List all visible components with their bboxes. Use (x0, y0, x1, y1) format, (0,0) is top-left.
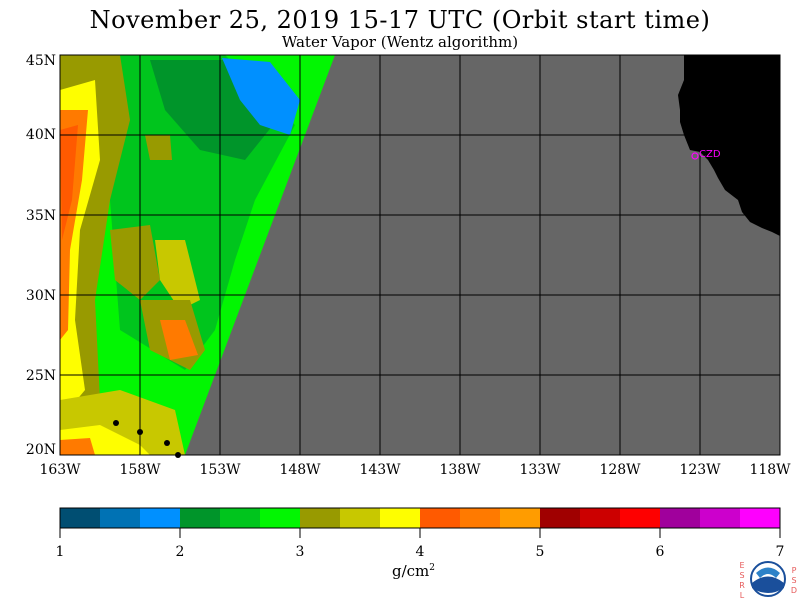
lon-label-138w: 138W (439, 462, 481, 478)
swath-patch-1 (110, 225, 160, 300)
colorbar-swatch (740, 508, 781, 528)
lat-label-45n: 45N (25, 53, 56, 69)
logo-letter-e: E (739, 561, 745, 570)
land-north-america (678, 55, 780, 236)
colorbar-swatch (220, 508, 261, 528)
colorbar-label-1: 1 (55, 544, 65, 560)
colorbar-label-7: 7 (775, 544, 785, 560)
lat-label-20n: 20N (25, 442, 56, 458)
lon-label-153w: 153W (199, 462, 241, 478)
colorbar-swatch (500, 508, 541, 528)
swath-red-orange (60, 125, 78, 240)
logo-letter-s2: S (791, 576, 797, 585)
lat-label-40n: 40N (25, 127, 56, 143)
colorbar-label-3: 3 (295, 544, 305, 560)
map-title: November 25, 2019 15-17 UTC (Orbit start… (89, 6, 711, 34)
colorbar-label-4: 4 (415, 544, 425, 560)
logo-letter-s: S (739, 571, 745, 580)
lon-label-158w: 158W (119, 462, 161, 478)
lon-label-148w: 148W (279, 462, 321, 478)
swath-south-orange (60, 438, 95, 455)
logo-letter-l: L (739, 591, 745, 600)
colorbar (60, 508, 781, 528)
logo-letter-r: R (739, 581, 745, 590)
colorbar-label-6: 6 (655, 544, 665, 560)
lon-label-123w: 123W (679, 462, 721, 478)
station-label: CZD (699, 149, 721, 160)
swath-patch-4 (160, 320, 198, 360)
lat-label-30n: 30N (25, 288, 56, 304)
units-exponent: 2 (429, 563, 436, 573)
colorbar-swatch (300, 508, 341, 528)
colorbar-swatch (340, 508, 381, 528)
lon-label-163w: 163W (39, 462, 81, 478)
colorbar-swatch (460, 508, 501, 528)
swath-patch-5 (145, 135, 172, 160)
swath-patch-2 (155, 240, 200, 310)
swath-blue (222, 58, 300, 135)
island-kauai (113, 420, 119, 426)
map-frame (59, 54, 781, 456)
colorbar-swatch (260, 508, 301, 528)
colorbar-swatch (540, 508, 581, 528)
colorbar-units: g/cm2 (392, 562, 435, 580)
colorbar-swatch (180, 508, 221, 528)
units-base: g/cm (392, 562, 430, 580)
lon-label-128w: 128W (599, 462, 641, 478)
colorbar-swatch (580, 508, 621, 528)
lon-label-143w: 143W (359, 462, 401, 478)
lon-label-118w: 118W (749, 462, 791, 478)
water-vapor-field (60, 55, 780, 458)
colorbar-label-2: 2 (175, 544, 185, 560)
graticule (60, 55, 780, 455)
colorbar-ticks (59, 528, 781, 538)
colorbar-swatch (700, 508, 741, 528)
colorbar-swatch (380, 508, 421, 528)
colorbar-swatch (420, 508, 461, 528)
colorbar-swatch (660, 508, 701, 528)
colorbar-label-5: 5 (535, 544, 545, 560)
lon-label-133w: 133W (519, 462, 561, 478)
colorbar-swatch (620, 508, 661, 528)
lat-label-35n: 35N (25, 208, 56, 224)
colorbar-swatch (60, 508, 101, 528)
noaa-logo (750, 561, 786, 597)
lat-label-25n: 25N (25, 368, 56, 384)
island-maui (164, 440, 170, 446)
colorbar-swatch (140, 508, 181, 528)
logo-letter-p: P (791, 566, 797, 575)
logo-letter-d: D (790, 586, 798, 595)
colorbar-swatch (100, 508, 141, 528)
station-marker (691, 152, 699, 160)
map-subtitle: Water Vapor (Wentz algorithm) (281, 33, 519, 51)
